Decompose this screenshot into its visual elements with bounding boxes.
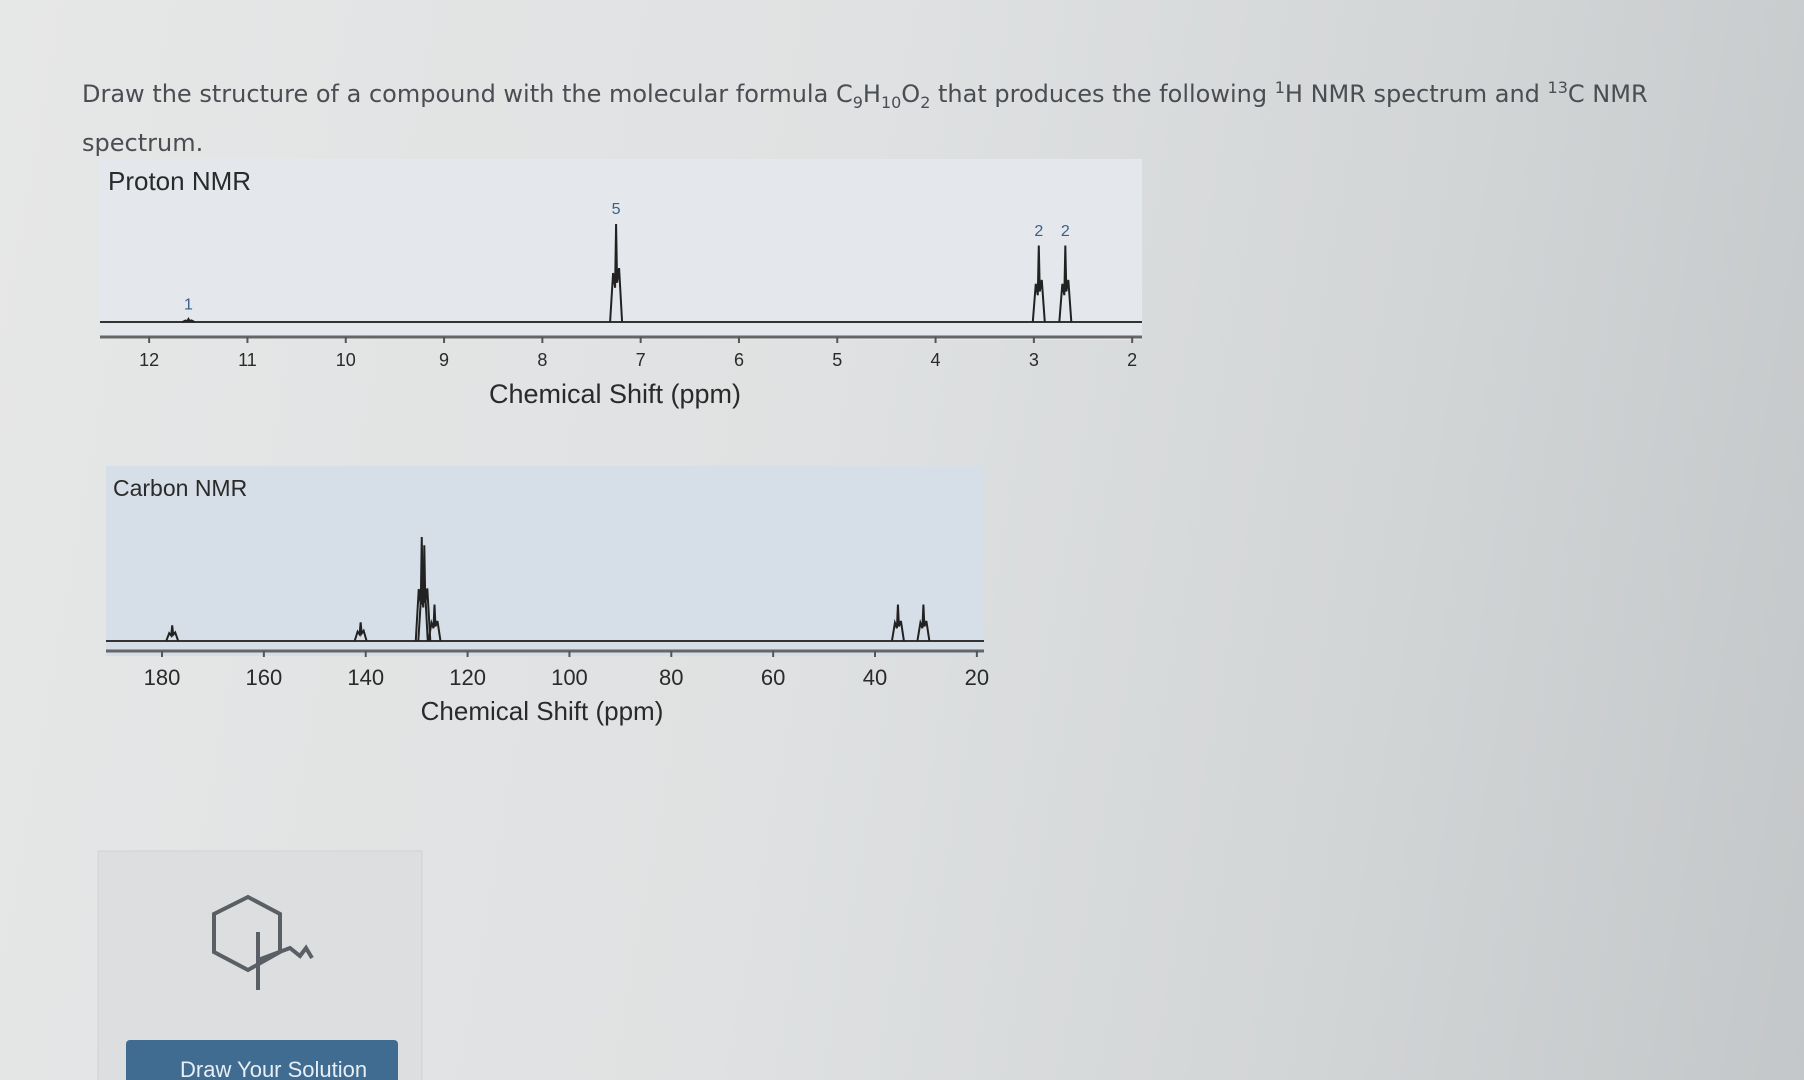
superscript: 13 <box>1547 78 1568 97</box>
peak <box>165 625 180 642</box>
draw-icon <box>212 894 314 990</box>
x-axis-title: Chemical Shift (ppm) <box>489 379 741 409</box>
integration-label: 1 <box>184 296 193 313</box>
x-tick-label: 160 <box>246 665 283 690</box>
x-tick-label: 5 <box>832 350 842 370</box>
peak <box>427 604 442 642</box>
chart-title: Proton NMR <box>108 166 251 196</box>
x-tick-label: 100 <box>551 665 588 690</box>
question-text: Draw the structure of a compound with th… <box>82 68 1722 163</box>
text: C NMR spectrum. <box>82 80 1648 157</box>
draw-button[interactable] <box>126 1040 398 1080</box>
text: H NMR spectrum and <box>1284 80 1548 108</box>
x-tick-label: 11 <box>238 350 257 370</box>
subscript: 2 <box>920 92 931 112</box>
x-tick-label: 80 <box>659 665 683 690</box>
superscript: 1 <box>1274 78 1285 97</box>
peak <box>417 545 432 642</box>
x-axis-title: Chemical Shift (ppm) <box>421 696 664 726</box>
x-tick-label: 12 <box>139 350 159 370</box>
x-tick-label: 120 <box>449 665 486 690</box>
carbon-panel <box>106 466 984 656</box>
x-tick-label: 180 <box>144 665 181 690</box>
subscript: 10 <box>880 92 902 112</box>
x-tick-label: 6 <box>734 350 744 370</box>
peak <box>182 316 195 323</box>
text: H <box>862 80 881 108</box>
peak <box>353 622 368 642</box>
x-tick-label: 20 <box>965 665 989 690</box>
x-tick-label: 40 <box>863 665 887 690</box>
x-tick-label: 4 <box>931 350 941 370</box>
peak <box>916 604 931 642</box>
x-tick-label: 2 <box>1127 350 1137 370</box>
x-tick-label: 3 <box>1029 350 1039 370</box>
peak <box>1058 245 1073 323</box>
x-tick-label: 60 <box>761 665 785 690</box>
integration-label: 5 <box>612 201 621 218</box>
x-tick-label: 8 <box>537 350 547 370</box>
peak <box>609 223 624 323</box>
text: Draw the structure of a compound with th… <box>82 80 853 108</box>
x-tick-label: 10 <box>336 350 356 370</box>
x-tick-label: 140 <box>347 665 384 690</box>
x-tick-label: 7 <box>636 350 646 370</box>
integration-label: 2 <box>1034 223 1043 240</box>
text: O <box>901 80 921 108</box>
chart-title: Carbon NMR <box>113 475 247 501</box>
integration-label: 2 <box>1061 223 1070 240</box>
x-tick-label: 9 <box>439 350 449 370</box>
peak <box>890 604 905 642</box>
peak <box>1031 245 1046 323</box>
text: that produces the following <box>930 80 1275 108</box>
subscript: 9 <box>852 92 863 112</box>
button-label[interactable]: Draw Your Solution <box>180 1057 367 1080</box>
